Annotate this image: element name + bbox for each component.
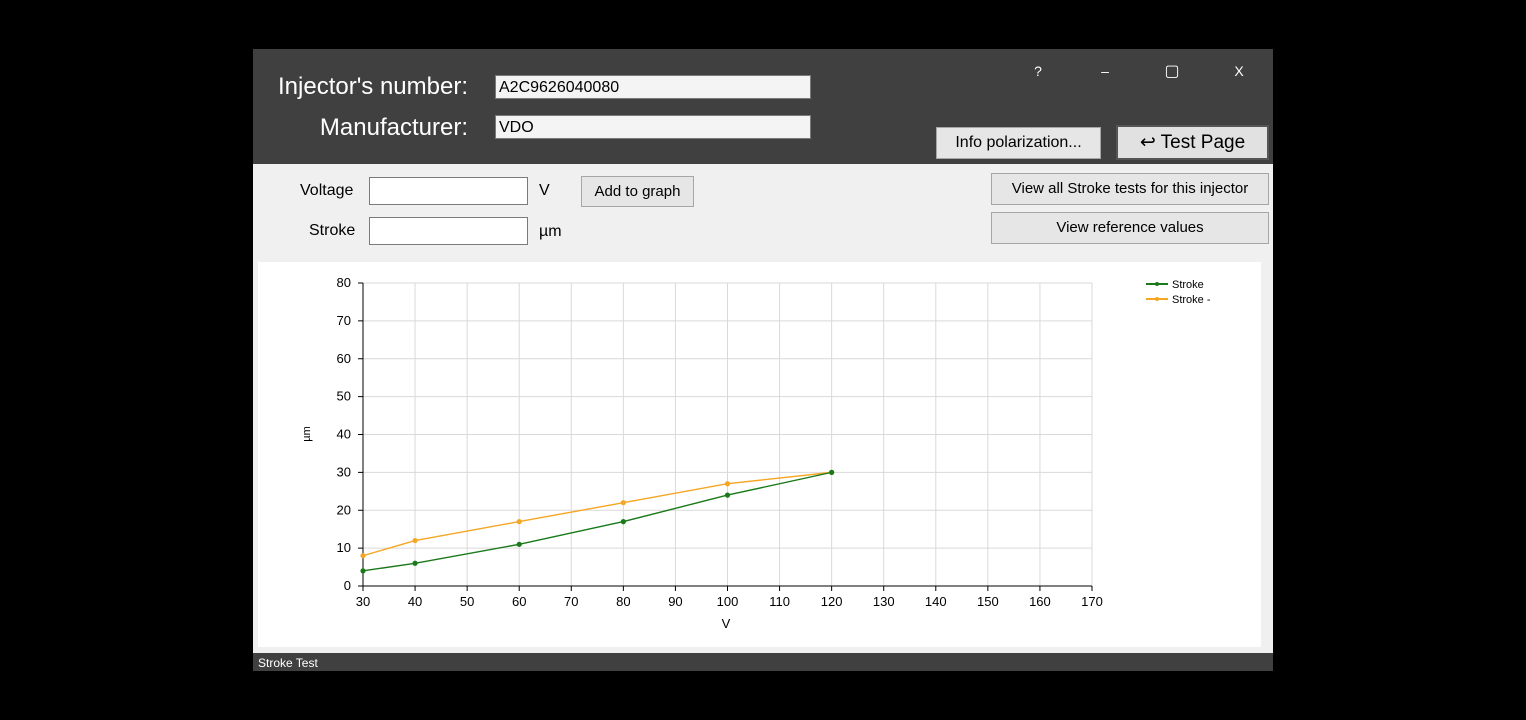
stroke-label: Stroke xyxy=(309,222,356,239)
y-tick-label: 20 xyxy=(337,502,351,517)
stroke-unit: µm xyxy=(539,223,562,240)
y-tick-label: 0 xyxy=(344,578,351,593)
data-point xyxy=(412,537,418,544)
minimize-button[interactable]: – xyxy=(1101,63,1109,79)
injector-number-label: Injector's number: xyxy=(278,73,468,100)
x-tick-label: 80 xyxy=(616,594,630,609)
data-point xyxy=(516,541,522,547)
chart-grid xyxy=(362,282,1093,587)
help-button[interactable]: ? xyxy=(1034,63,1042,79)
series-line xyxy=(362,471,832,557)
y-tick-label: 80 xyxy=(337,275,351,290)
injector-number-field[interactable]: A2C9626040080 xyxy=(495,75,811,99)
x-tick-label: 160 xyxy=(1029,594,1051,609)
y-tick-label: 40 xyxy=(337,427,351,442)
legend-marker xyxy=(1155,282,1159,286)
chart-legend: Stroke Stroke - xyxy=(1146,279,1211,306)
series-line xyxy=(362,471,832,572)
data-point xyxy=(412,560,418,566)
chart-series xyxy=(360,469,835,574)
view-reference-values-button[interactable]: View reference values xyxy=(991,212,1269,244)
legend-label: Stroke xyxy=(1172,279,1204,291)
manufacturer-field[interactable]: VDO xyxy=(495,115,811,139)
x-tick-label: 70 xyxy=(564,594,578,609)
y-tick-label: 60 xyxy=(337,351,351,366)
x-tick-label: 140 xyxy=(925,594,947,609)
x-axis-label: V xyxy=(722,616,731,631)
maximize-button[interactable]: ▢ xyxy=(1164,63,1180,80)
stroke-test-window: Injector's number: A2C9626040080 Manufac… xyxy=(253,49,1273,671)
data-point xyxy=(360,553,366,559)
voltage-input[interactable] xyxy=(369,177,528,205)
data-point xyxy=(724,492,731,498)
info-polarization-button[interactable]: Info polarization... xyxy=(936,127,1101,159)
x-tick-label: 30 xyxy=(356,594,370,609)
stroke-input[interactable] xyxy=(369,217,528,245)
add-to-graph-button[interactable]: Add to graph xyxy=(581,176,694,207)
close-button[interactable]: X xyxy=(1234,63,1244,79)
data-point xyxy=(516,519,522,525)
x-tick-label: 150 xyxy=(977,594,999,609)
x-tick-label: 170 xyxy=(1081,594,1103,609)
x-tick-label: 110 xyxy=(769,594,790,609)
x-tick-label: 120 xyxy=(821,594,843,609)
test-page-button[interactable]: ↩ Test Page xyxy=(1116,125,1269,160)
data-point xyxy=(620,500,626,506)
data-point xyxy=(360,568,366,574)
x-tick-label: 100 xyxy=(717,594,739,609)
y-axis-label: µm xyxy=(301,426,313,442)
voltage-unit: V xyxy=(539,182,550,199)
legend-label: Stroke - xyxy=(1172,294,1211,306)
y-tick-label: 70 xyxy=(337,313,351,328)
legend-marker xyxy=(1155,297,1159,301)
data-point xyxy=(620,519,626,525)
chart-svg: 30 40 50 60 70 80 90 100 110 120 130 140 150 160 170 0 1… xyxy=(301,275,1211,631)
stroke-chart: 30 40 50 60 70 80 90 100 110 120 130 140 150 160 170 0 1… xyxy=(258,262,1261,647)
status-bar: Stroke Test xyxy=(253,653,1273,671)
chart-axes: 30 40 50 60 70 80 90 100 110 120 130 140 150 160 170 0 1… xyxy=(337,275,1103,609)
data-point xyxy=(829,469,835,475)
y-tick-label: 10 xyxy=(337,540,351,555)
y-tick-label: 30 xyxy=(337,464,351,479)
x-tick-label: 130 xyxy=(873,594,895,609)
x-tick-label: 50 xyxy=(460,594,474,609)
data-point xyxy=(724,481,731,487)
manufacturer-label: Manufacturer: xyxy=(319,114,468,141)
x-tick-label: 40 xyxy=(408,594,422,609)
x-tick-label: 90 xyxy=(668,594,682,609)
header-bar: Injector's number: A2C9626040080 Manufac… xyxy=(253,49,1273,164)
voltage-label: Voltage xyxy=(300,182,354,199)
x-tick-label: 60 xyxy=(512,594,526,609)
y-tick-label: 50 xyxy=(337,389,351,404)
view-all-stroke-tests-button[interactable]: View all Stroke tests for this injector xyxy=(991,173,1269,205)
